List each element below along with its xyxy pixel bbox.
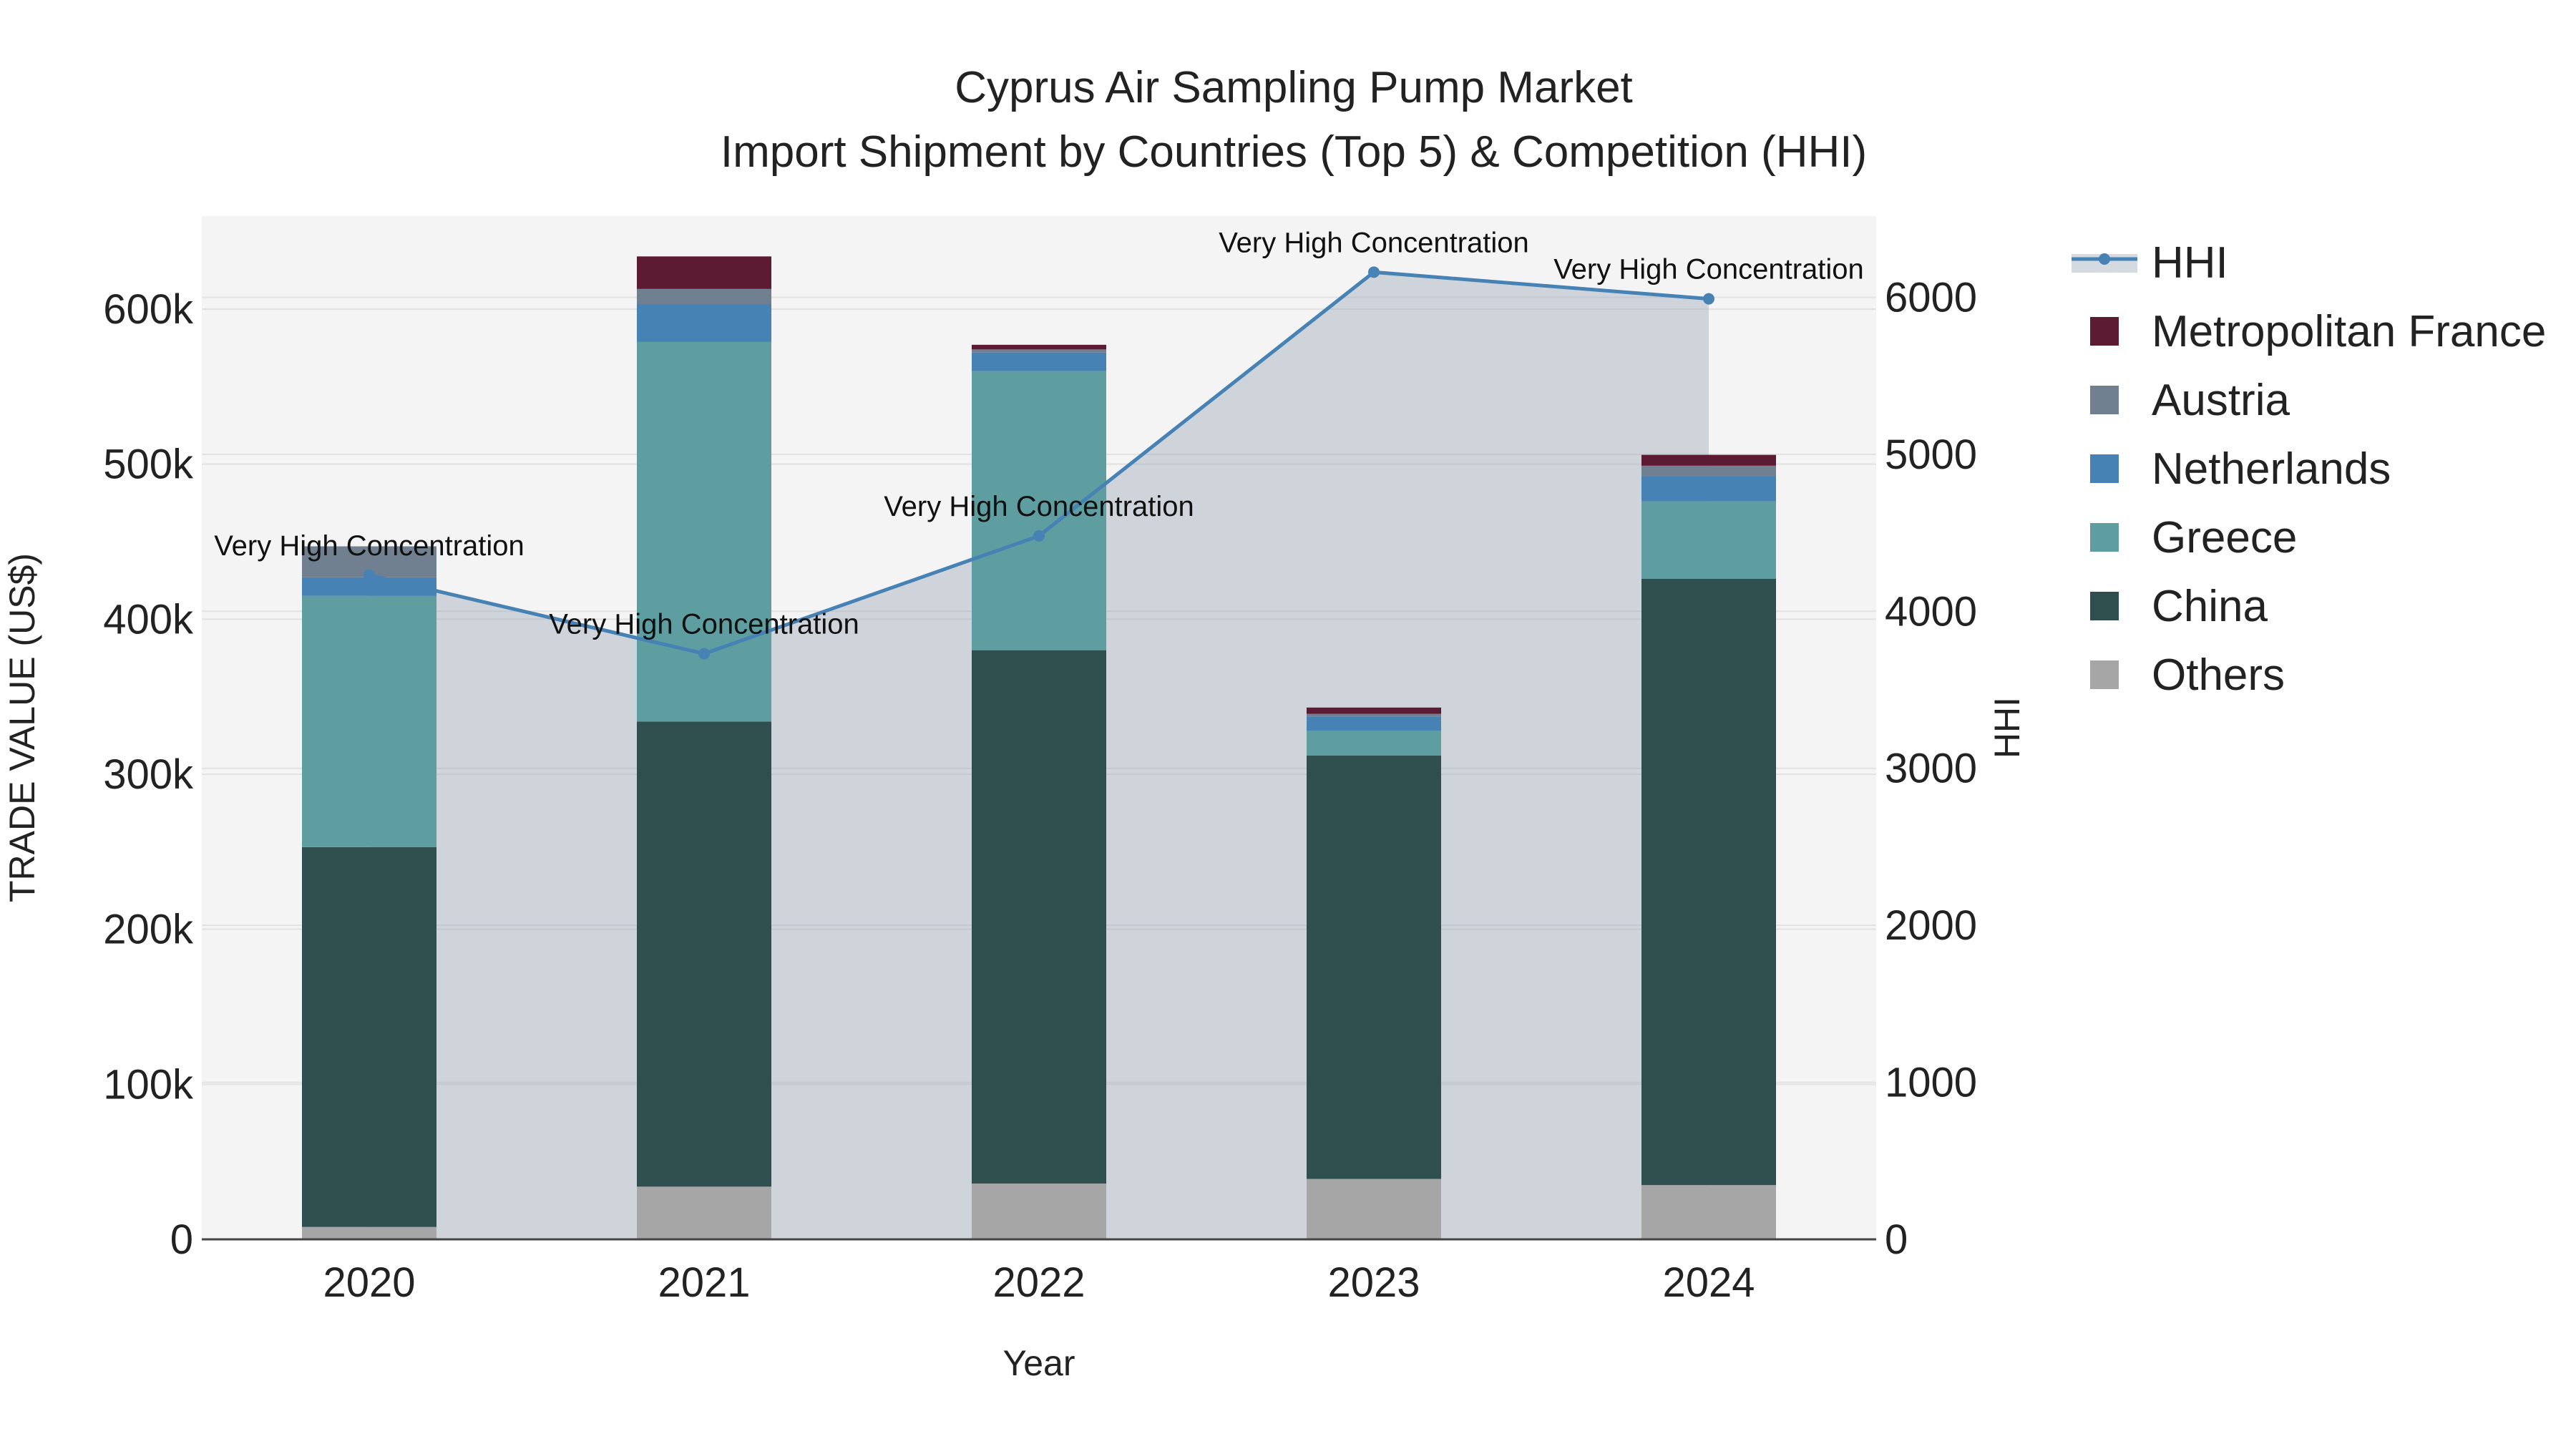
- y-axis-left-ticks: 0 100k 200k 300k 400k 500k 600k: [103, 286, 194, 1263]
- annotations-layer: Very High Concentration Very High Concent…: [214, 227, 1864, 640]
- hhi-point-2021: [698, 648, 710, 660]
- x-tick-label-2021: 2021: [658, 1259, 750, 1306]
- bar-china-2023: [1307, 756, 1441, 1179]
- y-tick-right-label: 5000: [1885, 431, 1977, 478]
- legend-label-hhi: HHI: [2152, 238, 2228, 288]
- bar-greece-2023: [1307, 731, 1441, 756]
- y-axis-left-title: TRADE VALUE (US$): [2, 553, 42, 902]
- bar-metropolitan-france-2023: [1307, 707, 1441, 714]
- legend-swatch-metropolitan-france: [2090, 317, 2119, 346]
- chart-title-line2: Import Shipment by Countries (Top 5) & C…: [721, 127, 1867, 177]
- x-tick-label-2024: 2024: [1662, 1259, 1755, 1306]
- hhi-point-2023: [1368, 266, 1380, 278]
- bar-netherlands-2021: [637, 304, 771, 342]
- y-tick-right-label: 3000: [1885, 746, 1977, 792]
- y-tick-left-label: 100k: [103, 1061, 194, 1108]
- legend: HHI Metropolitan France Austria Netherlands…: [2072, 238, 2546, 700]
- hhi-annotation-2021: Very High Concentration: [549, 609, 859, 640]
- bar-others-2023: [1307, 1179, 1441, 1239]
- legend-label-metropolitan-france: Metropolitan France: [2152, 307, 2546, 356]
- legend-label-china: China: [2152, 582, 2268, 631]
- bar-metropolitan-france-2024: [1641, 454, 1776, 466]
- bar-others-2024: [1641, 1185, 1776, 1239]
- chart-title-line1: Cyprus Air Sampling Pump Market: [955, 63, 1633, 112]
- hhi-point-2020: [364, 569, 375, 581]
- x-axis-ticks: 2020 2021 2022 2023 2024: [323, 1259, 1755, 1306]
- y-tick-right-label: 1000: [1885, 1060, 1977, 1106]
- y-tick-left-label: 200k: [103, 907, 194, 953]
- bar-netherlands-2023: [1307, 716, 1441, 731]
- bar-austria-2021: [637, 288, 771, 305]
- y-tick-right-label: 4000: [1885, 588, 1977, 635]
- bar-greece-2020: [302, 595, 436, 847]
- legend-swatch-china: [2090, 592, 2119, 620]
- bar-greece-2024: [1641, 501, 1776, 579]
- bar-greece-2021: [637, 341, 771, 722]
- hhi-point-2024: [1703, 293, 1714, 305]
- bar-austria-2022: [972, 349, 1106, 353]
- y-tick-left-label: 0: [170, 1216, 193, 1263]
- legend-label-austria: Austria: [2152, 376, 2290, 425]
- hhi-annotation-2020: Very High Concentration: [214, 530, 525, 562]
- y-tick-right-label: 2000: [1885, 902, 1977, 949]
- bar-netherlands-2022: [972, 352, 1106, 371]
- legend-swatch-others: [2090, 660, 2119, 689]
- legend-label-greece: Greece: [2152, 513, 2297, 562]
- y-tick-left-label: 600k: [103, 286, 194, 333]
- hhi-line-layer: [364, 266, 1714, 660]
- bar-austria-2023: [1307, 713, 1441, 717]
- bar-austria-2024: [1641, 465, 1776, 477]
- y-axis-right-ticks: 0 1000 2000 3000 4000 5000 6000: [1885, 274, 1977, 1263]
- legend-label-others: Others: [2152, 650, 2285, 700]
- y-tick-right-label: 6000: [1885, 274, 1977, 321]
- y-axis-right-title: HHI: [1987, 697, 2027, 758]
- y-tick-right-label: 0: [1885, 1216, 1908, 1263]
- bar-metropolitan-france-2021: [637, 256, 771, 289]
- legend-swatch-austria: [2090, 386, 2119, 414]
- bar-others-2021: [637, 1186, 771, 1239]
- bar-greece-2022: [972, 371, 1106, 650]
- legend-hhi-marker: [2099, 253, 2110, 265]
- x-tick-label-2023: 2023: [1327, 1259, 1420, 1306]
- bar-china-2024: [1641, 579, 1776, 1186]
- bar-china-2022: [972, 650, 1106, 1184]
- bar-china-2021: [637, 721, 771, 1187]
- bar-others-2022: [972, 1184, 1106, 1239]
- x-tick-label-2020: 2020: [323, 1259, 415, 1306]
- y-tick-left-label: 500k: [103, 441, 194, 488]
- bar-china-2020: [302, 847, 436, 1227]
- y-tick-left-label: 400k: [103, 596, 194, 643]
- bar-metropolitan-france-2022: [972, 344, 1106, 350]
- bar-netherlands-2024: [1641, 477, 1776, 502]
- hhi-annotation-2022: Very High Concentration: [884, 491, 1194, 522]
- hhi-annotation-2024: Very High Concentration: [1553, 254, 1864, 286]
- hhi-point-2022: [1033, 530, 1045, 542]
- x-axis-title: Year: [1002, 1343, 1075, 1383]
- legend-swatch-greece: [2090, 523, 2119, 552]
- hhi-annotation-2023: Very High Concentration: [1219, 227, 1529, 258]
- x-tick-label-2022: 2022: [992, 1259, 1085, 1306]
- y-tick-left-label: 300k: [103, 751, 194, 798]
- bar-others-2020: [302, 1226, 436, 1239]
- legend-label-netherlands: Netherlands: [2152, 444, 2391, 494]
- legend-swatch-netherlands: [2090, 454, 2119, 483]
